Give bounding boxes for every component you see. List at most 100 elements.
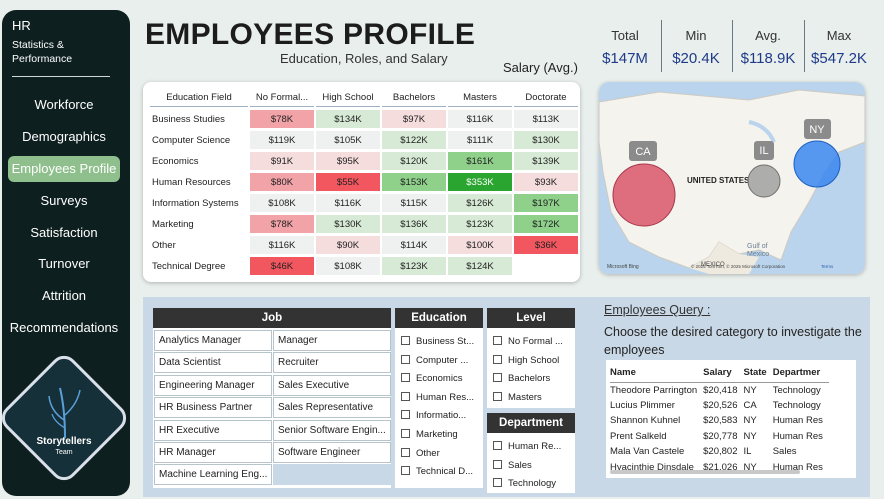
employee-row[interactable]: Lucius Plimmer $20,526 CA Technology <box>610 398 829 414</box>
nav-employees-profile[interactable]: Employees Profile <box>8 156 120 182</box>
matrix-cell[interactable]: $139K <box>514 152 578 170</box>
nav-attrition[interactable]: Attrition <box>41 288 87 303</box>
checkbox-icon[interactable] <box>401 429 410 438</box>
job-option[interactable]: Data Scientist <box>154 352 272 374</box>
employee-row[interactable]: Hyacinthie Dinsdale $21,026 NY Human Res <box>610 460 829 476</box>
matrix-cell[interactable]: $122K <box>382 131 446 149</box>
matrix-cell[interactable]: $116K <box>448 110 512 128</box>
bubble-ny[interactable] <box>793 140 841 188</box>
checkbox-icon[interactable] <box>401 336 410 345</box>
matrix-cell[interactable]: $114K <box>382 236 446 254</box>
matrix-cell[interactable]: $105K <box>316 131 380 149</box>
matrix-cell[interactable]: $123K <box>448 215 512 233</box>
matrix-cell[interactable]: $161K <box>448 152 512 170</box>
nav-demographics[interactable]: Demographics <box>22 129 106 144</box>
checkbox-icon[interactable] <box>493 391 502 401</box>
matrix-cell[interactable]: $124K <box>448 257 512 275</box>
matrix-cell[interactable]: $120K <box>382 152 446 170</box>
matrix-cell[interactable]: $116K <box>250 236 314 254</box>
job-option[interactable]: HR Business Partner <box>154 397 272 419</box>
matrix-cell[interactable]: $97K <box>382 110 446 128</box>
job-option[interactable]: Sales Executive <box>273 374 391 396</box>
department-option[interactable]: Sales <box>493 458 532 474</box>
matrix-col-header[interactable]: Masters <box>448 89 512 107</box>
matrix-cell[interactable]: $136K <box>382 215 446 233</box>
matrix-cell[interactable]: $130K <box>316 215 380 233</box>
department-option[interactable]: Human Re... <box>493 439 561 455</box>
col-header-state[interactable]: State <box>743 364 773 383</box>
matrix-col-header[interactable]: No Formal... <box>250 89 314 107</box>
education-option[interactable]: Business St... <box>401 334 474 350</box>
matrix-cell[interactable]: $91K <box>250 152 314 170</box>
checkbox-icon[interactable] <box>401 466 410 476</box>
level-option[interactable]: Masters <box>493 390 542 406</box>
matrix-cell[interactable]: $172K <box>514 215 578 233</box>
education-option[interactable]: Technical D... <box>401 464 473 480</box>
job-option[interactable]: Sales Representative <box>273 397 391 419</box>
matrix-cell[interactable]: $80K <box>250 173 314 191</box>
nav-workforce[interactable]: Workforce <box>34 97 94 112</box>
nav-satisfaction[interactable]: Satisfaction <box>30 225 98 240</box>
matrix-cell[interactable]: $95K <box>316 152 380 170</box>
checkbox-icon[interactable] <box>493 459 502 469</box>
matrix-cell[interactable]: $130K <box>514 131 578 149</box>
matrix-cell[interactable]: $119K <box>250 131 314 149</box>
education-option[interactable]: Human Res... <box>401 390 474 406</box>
matrix-row-label[interactable]: Human Resources <box>152 176 231 188</box>
matrix-cell[interactable]: $123K <box>382 257 446 275</box>
checkbox-icon[interactable] <box>493 441 502 450</box>
matrix-row-label[interactable]: Business Studies <box>152 113 225 125</box>
job-option[interactable]: Software Engineer <box>273 442 391 463</box>
job-option[interactable]: Senior Software Engin... <box>273 419 391 441</box>
matrix-cell[interactable]: $108K <box>250 194 314 212</box>
bubble-ca[interactable] <box>612 163 676 227</box>
matrix-row-label[interactable]: Other <box>152 239 176 251</box>
matrix-col-header[interactable]: High School <box>316 89 380 107</box>
matrix-cell[interactable]: $108K <box>316 257 380 275</box>
level-option[interactable]: High School <box>493 353 559 369</box>
matrix-cell[interactable]: $100K <box>448 236 512 254</box>
matrix-col-header[interactable]: Bachelors <box>382 89 446 107</box>
matrix-cell[interactable]: $115K <box>382 194 446 212</box>
employees-table-scrollbar[interactable] <box>610 470 800 474</box>
matrix-cell[interactable]: $78K <box>250 110 314 128</box>
education-option[interactable]: Economics <box>401 371 462 387</box>
checkbox-icon[interactable] <box>493 478 502 488</box>
employee-row[interactable]: Prent Salkeld $20,778 NY Human Res <box>610 429 829 445</box>
matrix-row-label[interactable]: Information Systems <box>152 197 239 209</box>
job-option[interactable]: Manager <box>273 330 391 351</box>
matrix-cell[interactable]: $134K <box>316 110 380 128</box>
matrix-cell[interactable]: $353K <box>448 173 512 191</box>
map-terms-link[interactable]: Terms <box>821 264 834 269</box>
checkbox-icon[interactable] <box>401 373 410 383</box>
matrix-cell[interactable]: $153K <box>382 173 446 191</box>
employee-row[interactable]: Theodore Parrington $20,418 NY Technology <box>610 382 829 398</box>
matrix-cell[interactable]: $36K <box>514 236 578 254</box>
matrix-row-label[interactable]: Marketing <box>152 218 194 230</box>
job-option[interactable]: Machine Learning Eng... <box>154 464 272 486</box>
matrix-row-label[interactable]: Economics <box>152 155 199 167</box>
matrix-cell[interactable]: $93K <box>514 173 578 191</box>
job-option[interactable]: HR Executive <box>154 419 272 441</box>
matrix-cell[interactable]: $55K <box>316 173 380 191</box>
bubble-il[interactable] <box>747 164 781 198</box>
education-option[interactable]: Marketing <box>401 427 458 443</box>
education-option[interactable]: Computer ... <box>401 353 468 369</box>
employee-row[interactable]: Shannon Kuhnel $20,583 NY Human Res <box>610 413 829 429</box>
matrix-cell[interactable]: $197K <box>514 194 578 212</box>
nav-surveys[interactable]: Surveys <box>40 193 88 208</box>
matrix-cell[interactable]: $113K <box>514 110 578 128</box>
checkbox-icon[interactable] <box>493 336 502 345</box>
col-header-name[interactable]: Name <box>610 364 704 383</box>
education-option[interactable]: Other <box>401 446 440 462</box>
matrix-cell[interactable]: $111K <box>448 131 512 149</box>
matrix-col-header[interactable]: Doctorate <box>514 89 578 107</box>
matrix-row-label[interactable]: Technical Degree <box>152 260 226 272</box>
level-option[interactable]: Bachelors <box>493 371 550 387</box>
matrix-cell[interactable]: $46K <box>250 257 314 275</box>
nav-turnover[interactable]: Turnover <box>38 256 90 271</box>
matrix-cell[interactable]: $90K <box>316 236 380 254</box>
matrix-cell[interactable]: $116K <box>316 194 380 212</box>
col-header-salary[interactable]: Salary <box>703 364 744 383</box>
matrix-cell[interactable] <box>514 257 578 275</box>
